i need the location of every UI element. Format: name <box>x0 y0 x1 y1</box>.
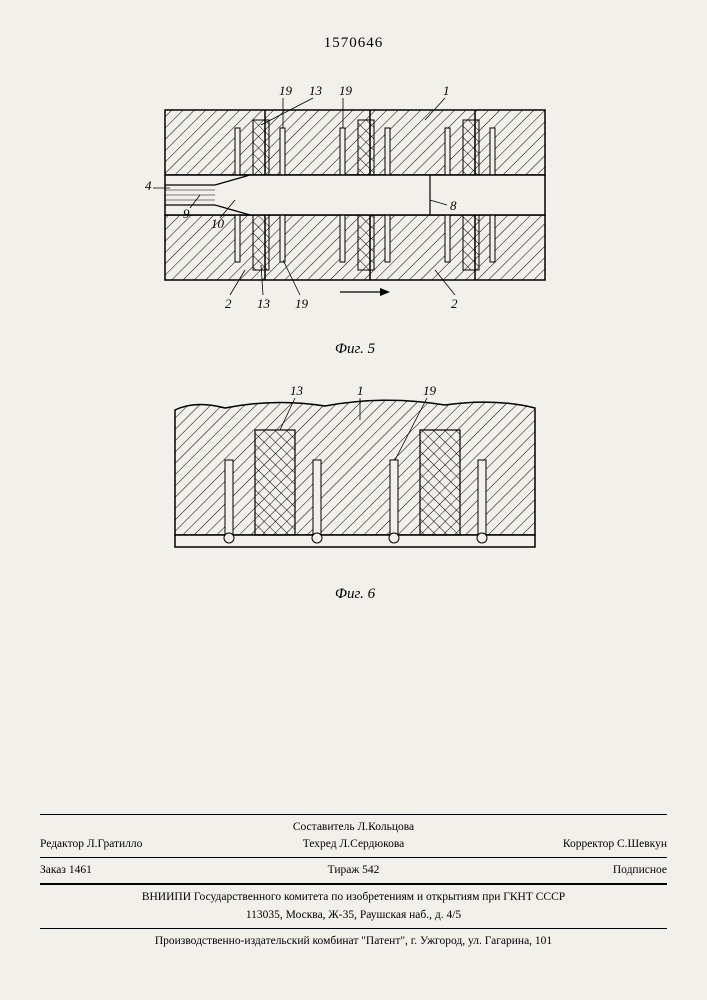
fig5-label-9: 9 <box>183 206 190 221</box>
figure5-caption: Фиг. 5 <box>335 341 375 358</box>
fig6-label-1: 1 <box>357 383 364 398</box>
techred-name: Л.Сердюкова <box>339 838 404 850</box>
fig5-label-19c: 19 <box>295 296 309 310</box>
subscription: Подписное <box>613 864 667 876</box>
fig5-label-1: 1 <box>443 83 450 98</box>
fig6-label-13: 13 <box>290 383 304 398</box>
fig5-label-8: 8 <box>450 198 457 213</box>
fig5-label-13a: 13 <box>309 83 323 98</box>
fig5-label-4: 4 <box>145 178 152 193</box>
compiler-name: Л.Кольцова <box>358 821 415 833</box>
compiler-label: Составитель <box>293 821 355 833</box>
fig5-label-2b: 2 <box>451 296 458 310</box>
footer: Составитель Л.Кольцова Редактор Л.Гратил… <box>40 810 667 951</box>
publisher: Производственно-издательский комбинат "П… <box>155 935 552 947</box>
patent-number: 1570646 <box>324 35 384 52</box>
order-label: Заказ <box>40 864 66 876</box>
fig5-label-13b: 13 <box>257 296 271 310</box>
corrector-label: Корректор <box>563 838 614 850</box>
fig6-label-19: 19 <box>423 383 437 398</box>
fig5-label-19a: 19 <box>279 83 293 98</box>
address1: 113035, Москва, Ж-35, Раушская наб., д. … <box>246 909 461 921</box>
editor-name: Л.Гратилло <box>87 838 143 850</box>
fig5-label-2a: 2 <box>225 296 232 310</box>
corrector-name: С.Шевкун <box>617 838 667 850</box>
editor-label: Редактор <box>40 838 84 850</box>
fig5-label-19b: 19 <box>339 83 353 98</box>
order-number: 1461 <box>69 864 92 876</box>
figure-6: 13 1 19 Фиг. 6 <box>145 380 565 585</box>
tirage-number: 542 <box>362 864 379 876</box>
fig5-label-10: 10 <box>211 216 225 231</box>
figure6-caption: Фиг. 6 <box>335 586 375 603</box>
institution: ВНИИПИ Государственного комитета по изоб… <box>142 891 565 903</box>
tirage-label: Тираж <box>328 864 360 876</box>
figure-5: 19 13 19 1 4 9 10 8 2 13 19 2 Фиг. 5 <box>145 80 565 330</box>
techred-label: Техред <box>303 838 337 850</box>
